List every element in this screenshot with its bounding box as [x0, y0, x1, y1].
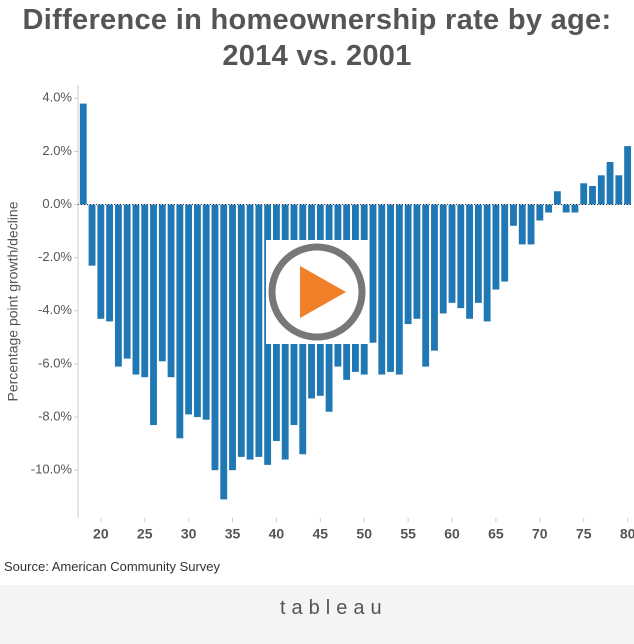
bar: [123, 204, 131, 359]
bar: [562, 204, 570, 213]
x-tick-label: 25: [137, 526, 153, 542]
x-tick-label: 30: [181, 526, 197, 542]
bar: [457, 204, 465, 309]
bar: [193, 204, 201, 418]
x-tick-label: 65: [488, 526, 504, 542]
chart: Percentage point growth/decline 4.0% 2.0% 0…: [5, 85, 634, 542]
bar: [518, 204, 526, 245]
bar: [624, 146, 632, 205]
bar: [571, 204, 579, 213]
bar: [474, 204, 482, 303]
play-icon[interactable]: [300, 266, 346, 318]
bar: [606, 162, 614, 205]
bar: [176, 204, 184, 439]
bar: [553, 191, 561, 205]
logo[interactable]: tableau: [280, 597, 388, 619]
bar: [246, 204, 254, 460]
x-tick-label: 45: [313, 526, 329, 542]
bar: [422, 204, 430, 367]
bar: [492, 204, 500, 290]
bar: [158, 204, 166, 362]
bar: [211, 204, 219, 471]
bar: [615, 175, 623, 205]
bar: [483, 204, 491, 322]
x-tick-label: 70: [532, 526, 548, 542]
y-tick-label: -10.0%: [31, 462, 73, 477]
source: Source: American Community Survey: [4, 559, 221, 574]
bar: [448, 204, 456, 303]
bar: [431, 204, 438, 351]
bar: [545, 204, 553, 213]
y-tick-label: 0.0%: [42, 196, 72, 211]
bar: [580, 183, 588, 205]
x-tick-label: 80: [620, 526, 634, 542]
bar: [229, 204, 236, 471]
bar: [395, 204, 403, 375]
bar: [106, 204, 114, 322]
bar: [536, 204, 544, 221]
bar: [255, 204, 263, 457]
bar: [466, 204, 473, 319]
bar: [185, 204, 193, 415]
bar: [167, 204, 175, 378]
x-tick-label: 60: [444, 526, 460, 542]
x-tick-label: 40: [269, 526, 285, 542]
y-tick-label: -6.0%: [38, 355, 72, 370]
bar: [79, 103, 87, 205]
y-axis-label: Percentage point growth/decline: [5, 201, 21, 401]
bar: [114, 204, 122, 367]
bar: [141, 204, 149, 378]
bar: [378, 204, 386, 375]
bar: [510, 204, 517, 226]
bar: [597, 175, 605, 205]
y-tick-label: -8.0%: [38, 408, 72, 423]
x-tick-label: 55: [400, 526, 416, 542]
bar: [150, 204, 157, 426]
bar: [501, 204, 509, 282]
bar: [413, 204, 421, 319]
y-tick-label: -2.0%: [38, 249, 72, 264]
chart-title: Difference in homeownership rate by age:…: [22, 4, 612, 72]
bar: [202, 204, 210, 420]
y-tick-label: 2.0%: [42, 143, 72, 158]
bar: [220, 204, 228, 500]
x-tick-label: 50: [356, 526, 372, 542]
bar: [132, 204, 140, 375]
x-tick-label: 75: [576, 526, 592, 542]
bar: [237, 204, 245, 457]
bar: [439, 204, 447, 314]
x-tick-label: 20: [93, 526, 109, 542]
bar: [527, 204, 535, 245]
bar: [404, 204, 412, 325]
footer: tableau: [0, 585, 634, 644]
bar: [369, 204, 377, 343]
bar: [97, 204, 105, 319]
y-tick-label: -4.0%: [38, 302, 72, 317]
bar: [589, 185, 596, 205]
x-tick-label: 35: [225, 526, 241, 542]
bar: [387, 204, 394, 372]
y-tick-label: 4.0%: [42, 90, 72, 105]
bar: [88, 204, 96, 266]
